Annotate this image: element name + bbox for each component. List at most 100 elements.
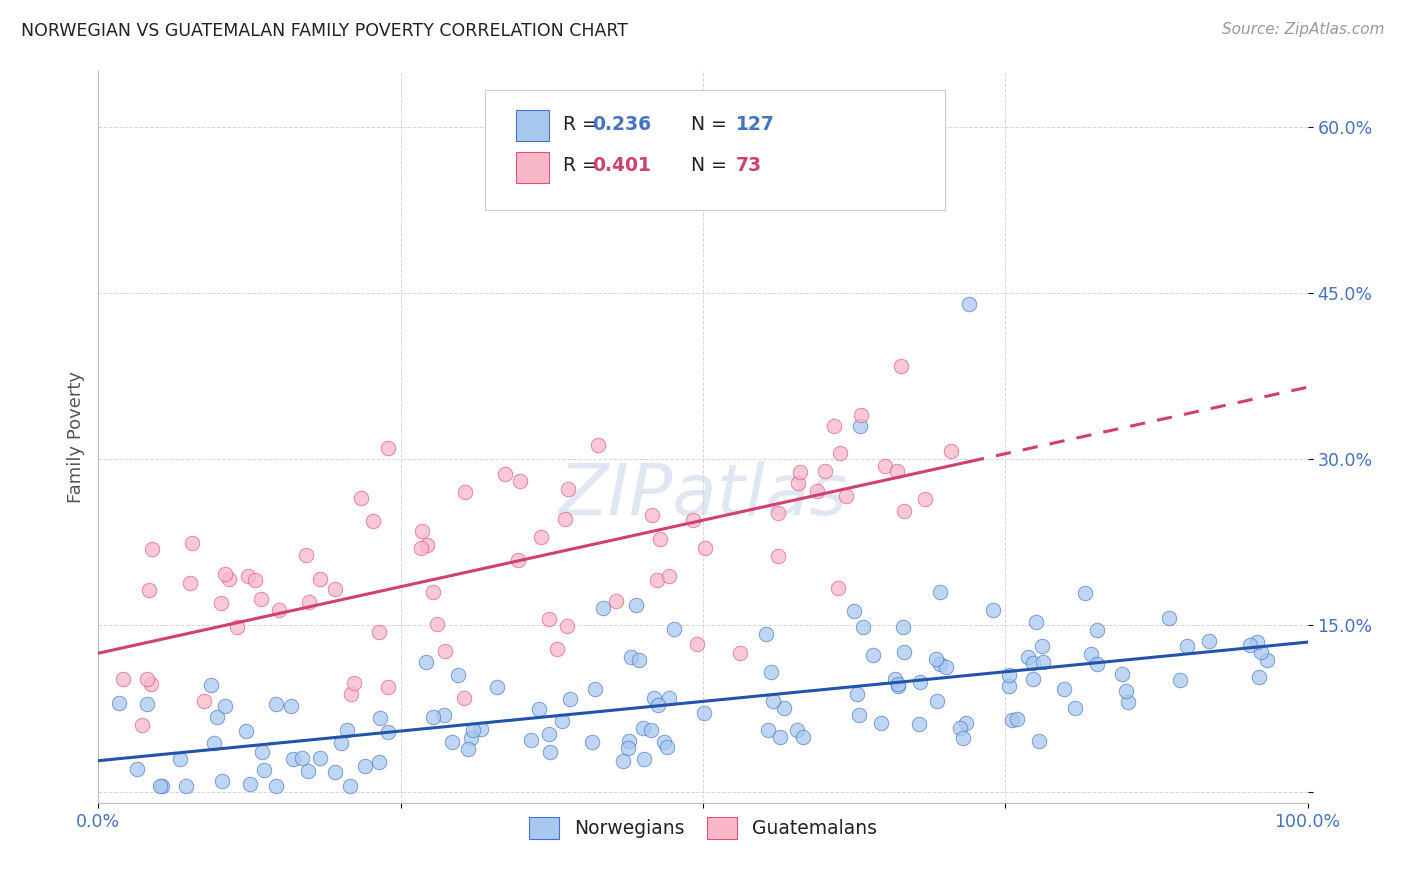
Point <box>309 750 332 764</box>
Point <box>226 620 249 634</box>
Text: 0.401: 0.401 <box>592 156 651 175</box>
Point <box>411 541 433 556</box>
Point <box>1064 701 1087 715</box>
Point <box>852 620 875 634</box>
Point <box>955 715 977 730</box>
Point <box>494 467 516 481</box>
Point <box>529 702 551 716</box>
Point <box>728 646 751 660</box>
Point <box>883 673 905 687</box>
Point <box>890 359 912 373</box>
Point <box>1085 623 1108 637</box>
Point <box>554 511 576 525</box>
Point <box>461 723 484 737</box>
Point <box>925 694 948 708</box>
Point <box>773 701 796 715</box>
Point <box>253 763 276 777</box>
Point <box>647 698 669 712</box>
Point <box>297 764 319 779</box>
Point <box>174 779 197 793</box>
FancyBboxPatch shape <box>516 110 550 141</box>
Point <box>294 549 316 563</box>
Point <box>339 779 361 793</box>
Point <box>218 572 240 586</box>
Text: NORWEGIAN VS GUATEMALAN FAMILY POVERTY CORRELATION CHART: NORWEGIAN VS GUATEMALAN FAMILY POVERTY C… <box>21 22 628 40</box>
Point <box>998 679 1021 693</box>
Point <box>361 515 384 529</box>
Point <box>108 696 131 710</box>
Point <box>583 682 606 697</box>
Point <box>766 506 789 520</box>
Point <box>893 645 915 659</box>
Point <box>214 566 236 581</box>
Point <box>827 581 849 595</box>
Text: R =: R = <box>562 156 598 175</box>
Point <box>823 419 845 434</box>
Text: N =: N = <box>690 156 727 175</box>
Point <box>631 721 654 735</box>
Point <box>250 591 273 606</box>
Point <box>1074 586 1097 600</box>
Point <box>814 464 837 478</box>
Point <box>592 601 614 615</box>
Point <box>377 680 399 694</box>
Point <box>941 444 963 458</box>
Legend: Norwegians, Guatemalans: Norwegians, Guatemalans <box>520 808 886 848</box>
Point <box>1115 684 1137 698</box>
Text: ZIPatlas: ZIPatlas <box>558 461 848 530</box>
Point <box>239 777 262 791</box>
Point <box>1031 639 1053 653</box>
Point <box>336 723 359 738</box>
Point <box>789 465 811 479</box>
Point <box>658 691 681 706</box>
Point <box>269 603 291 617</box>
Point <box>1028 734 1050 748</box>
Point <box>485 680 508 694</box>
Point <box>377 441 399 455</box>
Point <box>1247 670 1270 684</box>
Point <box>1005 712 1028 726</box>
Point <box>886 464 908 478</box>
Point <box>457 742 479 756</box>
FancyBboxPatch shape <box>485 90 945 211</box>
Point <box>441 735 464 749</box>
Point <box>908 716 931 731</box>
Point <box>952 731 974 746</box>
Point <box>342 676 364 690</box>
Point <box>411 524 433 538</box>
Point <box>846 687 869 701</box>
Text: N =: N = <box>690 114 727 134</box>
Point <box>551 714 574 728</box>
Point <box>422 585 444 599</box>
Point <box>353 759 375 773</box>
Point <box>633 752 655 766</box>
Point <box>136 697 159 711</box>
Point <box>141 542 163 557</box>
Point <box>202 736 225 750</box>
Point <box>869 715 891 730</box>
Point <box>546 641 568 656</box>
Point <box>252 746 274 760</box>
Point <box>647 574 669 588</box>
Point <box>981 603 1004 617</box>
Text: 73: 73 <box>735 156 762 175</box>
Point <box>605 594 627 608</box>
Point <box>519 733 541 747</box>
Point <box>433 707 456 722</box>
Point <box>179 576 201 591</box>
Point <box>509 474 531 488</box>
Point <box>1022 672 1045 686</box>
Point <box>949 721 972 735</box>
Point <box>762 694 785 708</box>
FancyBboxPatch shape <box>516 152 550 183</box>
Point <box>693 706 716 720</box>
Point <box>245 573 267 587</box>
Point <box>835 489 858 503</box>
Point <box>935 660 957 674</box>
Point <box>131 718 153 732</box>
Point <box>205 709 228 723</box>
Point <box>842 604 865 618</box>
Point <box>664 622 686 636</box>
Point <box>368 711 391 725</box>
Point <box>291 751 314 765</box>
